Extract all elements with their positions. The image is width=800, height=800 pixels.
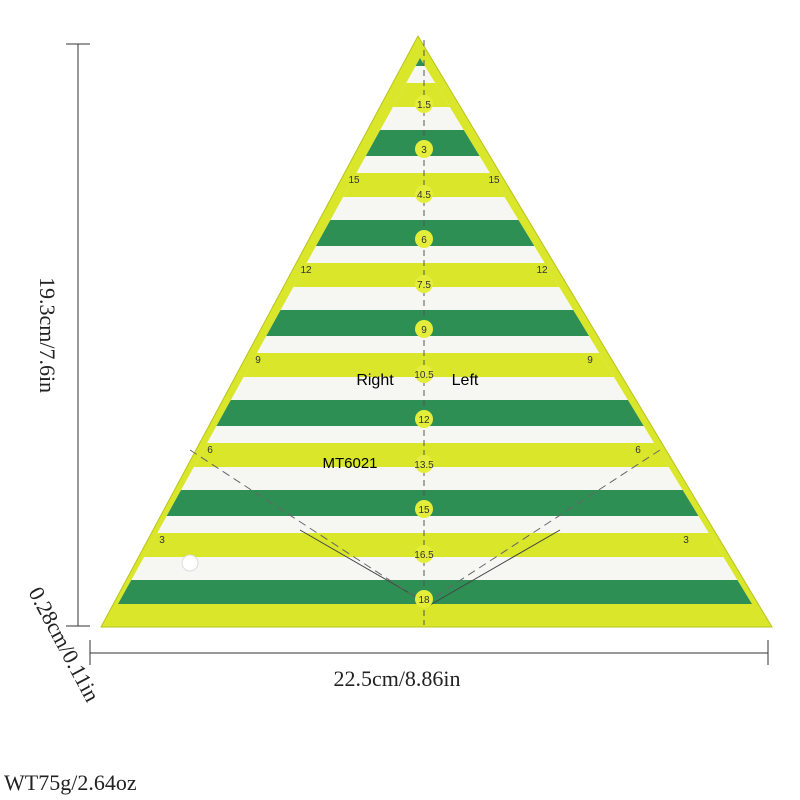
side-mark: 12 [300, 265, 312, 276]
side-mark: 12 [536, 265, 548, 276]
yellow-stripe [118, 263, 752, 287]
center-mark: 7.5 [417, 280, 431, 291]
hole [181, 554, 199, 572]
center-mark: 18 [418, 595, 430, 606]
green-stripe [118, 130, 752, 156]
weight-label: WT75g/2.64oz [4, 770, 137, 795]
mark-dot [415, 500, 433, 518]
side-mark: 15 [348, 175, 360, 186]
green-stripe [118, 310, 752, 336]
center-mark: 3 [421, 145, 427, 156]
green-stripe [118, 490, 752, 516]
center-mark: 9 [421, 325, 427, 336]
mark-dot [415, 545, 433, 563]
mark-dot [415, 455, 433, 473]
mark-dot [415, 365, 433, 383]
mark-dot [415, 95, 433, 113]
side-mark: 9 [587, 355, 593, 366]
center-mark: 6 [421, 235, 427, 246]
yellow-stripe [118, 173, 752, 197]
height-label: 19.3cm/7.6in [35, 277, 60, 393]
side-mark: 15 [488, 175, 500, 186]
mark-dot [415, 185, 433, 203]
model: MT6021 [322, 455, 377, 472]
green-stripe [118, 580, 752, 604]
green-stripe [118, 400, 752, 426]
center-mark: 12 [418, 415, 430, 426]
center-mark: 15 [418, 505, 430, 516]
label-right: Right [356, 372, 394, 389]
side-mark: 6 [207, 445, 213, 456]
mark-dot [415, 410, 433, 428]
mark-dot [415, 275, 433, 293]
green-stripe [118, 220, 752, 246]
center-mark: 4.5 [417, 190, 431, 201]
center-mark: 13.5 [414, 460, 434, 471]
green-stripe [118, 58, 752, 66]
angle-line [429, 449, 661, 601]
yellow-stripe [118, 353, 752, 377]
center-mark: 10.5 [414, 370, 434, 381]
mark-dot [415, 590, 433, 608]
center-mark: 16.5 [414, 550, 434, 561]
angle-line [429, 529, 561, 606]
angle-line [189, 449, 421, 601]
side-mark: 3 [683, 535, 689, 546]
width-label: 22.5cm/8.86in [333, 666, 460, 691]
thickness-label: 0.28cm/0.11in [24, 583, 105, 706]
yellow-stripe [118, 533, 752, 557]
label-left: Left [452, 372, 479, 389]
mark-dot [415, 230, 433, 248]
yellow-stripe [118, 443, 752, 467]
side-mark: 6 [635, 445, 641, 456]
center-mark: 1.5 [417, 100, 431, 111]
side-mark: 9 [255, 355, 261, 366]
mark-dot [415, 140, 433, 158]
mark-dot [415, 320, 433, 338]
side-mark: 3 [159, 535, 165, 546]
